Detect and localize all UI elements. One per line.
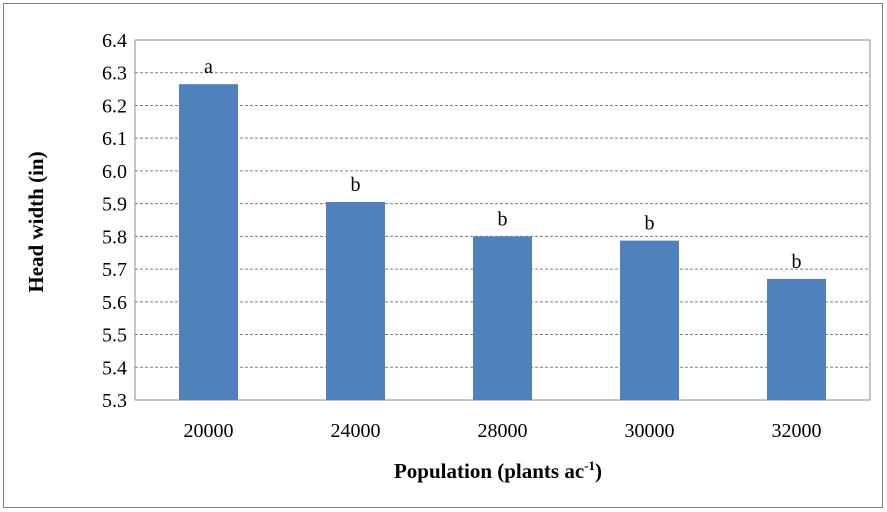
y-axis-title: Head width (in): [24, 151, 48, 292]
data-label: b: [792, 251, 802, 273]
data-label: a: [204, 56, 213, 78]
bar: [326, 202, 385, 400]
x-axis-title: Population (plants ac-1): [394, 458, 602, 483]
y-tick-label: 6.4: [102, 30, 127, 52]
x-tick-label: 32000: [772, 420, 822, 442]
y-tick-label: 5.7: [102, 259, 127, 281]
y-tick-label: 6.3: [102, 63, 127, 85]
chart-frame: [3, 3, 883, 508]
data-label: b: [498, 208, 508, 230]
x-tick-label: 24000: [331, 420, 381, 442]
y-tick-label: 5.3: [102, 390, 127, 412]
data-labels: a b b b b: [204, 56, 801, 273]
x-tick-label: 20000: [184, 420, 234, 442]
y-tick-label: 5.5: [102, 325, 127, 347]
data-label: b: [351, 174, 361, 196]
bars: [179, 84, 826, 400]
bar: [473, 236, 532, 400]
y-tick-label: 5.8: [102, 226, 127, 248]
y-tick-label: 5.6: [102, 292, 127, 314]
data-label: b: [645, 213, 655, 235]
y-tick-label: 5.4: [102, 357, 127, 379]
bar: [620, 240, 679, 400]
x-tick-label: 28000: [478, 420, 528, 442]
bar: [179, 84, 238, 400]
y-tick-label: 5.9: [102, 194, 127, 216]
x-axis-title-main: Population (plants ac: [394, 459, 584, 483]
y-tick-label: 6.0: [102, 161, 127, 183]
x-tick-labels: 20000 24000 28000 30000 32000: [184, 420, 822, 442]
y-tick-label: 6.1: [102, 128, 127, 150]
x-axis-title-superscript: -1: [584, 458, 595, 473]
x-axis-title-suffix: ): [595, 459, 602, 483]
y-tick-labels: 5.3 5.4 5.5 5.6 5.7 5.8 5.9 6.0 6.1 6.2 6.3 6.4: [102, 30, 127, 412]
y-tick-label: 6.2: [102, 95, 127, 117]
x-tick-label: 30000: [625, 420, 675, 442]
bar: [767, 278, 826, 400]
